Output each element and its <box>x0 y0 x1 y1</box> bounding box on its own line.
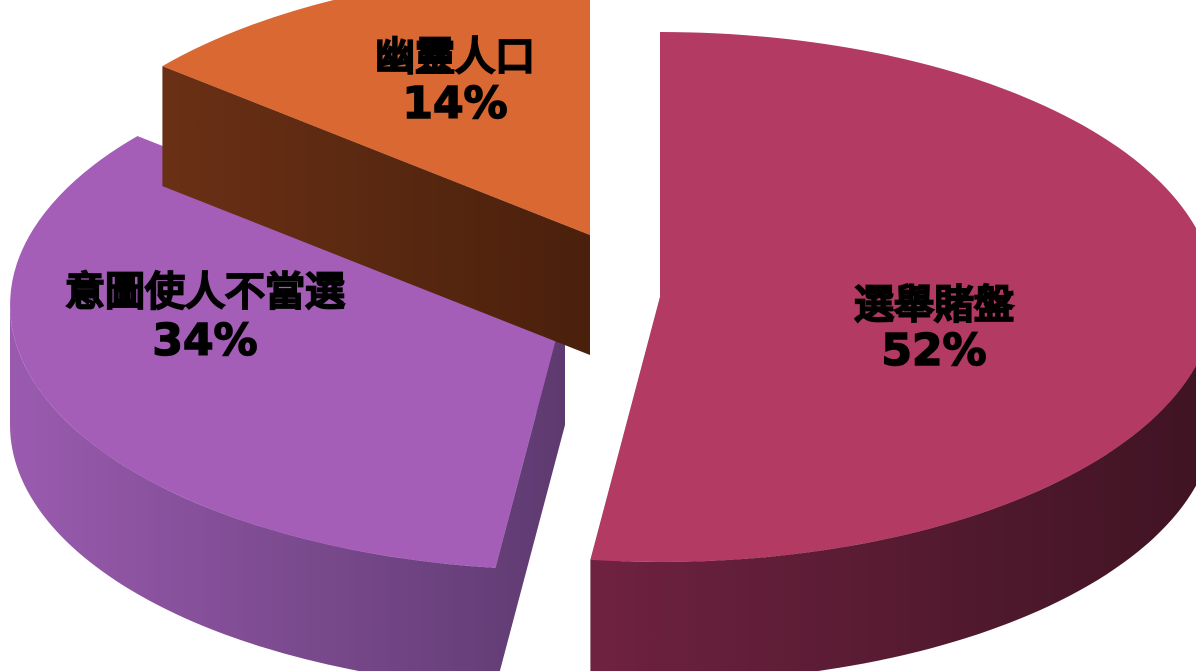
pie-slice-0: 選舉賭盤 52% <box>590 32 1196 671</box>
slice-1-value-label: 34% <box>152 315 257 366</box>
slice-2-label: 幽靈人口 <box>375 34 535 80</box>
slice-2-top <box>162 0 590 235</box>
slice-0-label: 選舉賭盤 <box>854 282 1014 328</box>
slice-0-side <box>590 32 1196 671</box>
slice-2-value-label: 14% <box>402 78 507 129</box>
slice-2-side <box>162 0 590 355</box>
slice-1-top <box>10 136 566 568</box>
slice-0-value-label: 52% <box>881 325 986 376</box>
slice-0-top <box>590 32 1196 562</box>
pie-slice-2: 幽靈人口 14% <box>162 0 590 355</box>
slice-1-label: 意圖使人不當選 <box>65 269 345 315</box>
